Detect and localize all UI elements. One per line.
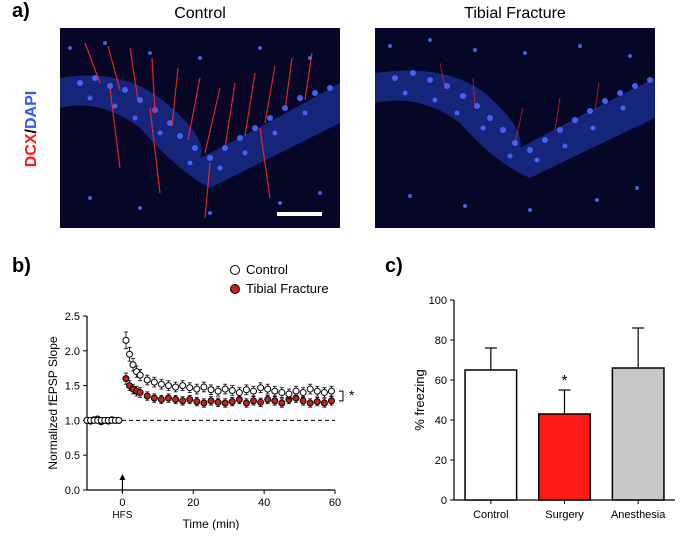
legend-row-control: Control — [230, 262, 329, 277]
svg-text:20: 20 — [435, 455, 447, 467]
svg-text:0: 0 — [119, 497, 125, 509]
panel-b-chart: 0.0 0.5 1.0 1.5 2.0 2.5 0 20 40 60 HFS * Time (min) N… — [45, 310, 355, 530]
svg-text:0.0: 0.0 — [65, 485, 80, 497]
svg-text:1.0: 1.0 — [65, 415, 80, 427]
scalebar — [277, 212, 322, 216]
panel-a-left-title: Control — [60, 5, 340, 23]
svg-text:Time (min): Time (min) — [183, 517, 240, 530]
svg-text:*: * — [561, 373, 567, 390]
svg-text:80: 80 — [435, 335, 447, 347]
svg-text:60: 60 — [435, 375, 447, 387]
panel-c-label: c) — [385, 255, 403, 278]
svg-text:40: 40 — [258, 497, 270, 509]
svg-text:Normalized fEPSP Slope: Normalized fEPSP Slope — [46, 336, 60, 470]
sep-text: / — [23, 129, 40, 133]
svg-text:Control: Control — [473, 509, 508, 521]
dcx-text: DCX — [23, 133, 40, 167]
svg-text:2.5: 2.5 — [65, 311, 80, 323]
legend-label-control: Control — [246, 262, 288, 277]
svg-text:0: 0 — [441, 495, 447, 507]
panel-b-legend: Control Tibial Fracture — [230, 262, 329, 300]
svg-text:60: 60 — [329, 497, 341, 509]
svg-text:20: 20 — [187, 497, 199, 509]
micrograph-fracture — [375, 28, 655, 228]
dcx-dapi-label: DCX/DAPI — [23, 79, 41, 179]
legend-marker-fracture — [230, 284, 240, 294]
svg-text:HFS: HFS — [112, 510, 132, 521]
dapi-text: DAPI — [23, 91, 40, 129]
svg-text:*: * — [349, 387, 355, 403]
legend-row-fracture: Tibial Fracture — [230, 281, 329, 296]
svg-text:1.5: 1.5 — [65, 381, 80, 393]
panel-a-right-title: Tibial Fracture — [375, 5, 655, 23]
panel-c-chart: 0 20 40 60 80 100 Control * Surgery Anesthesia % f… — [410, 290, 685, 535]
legend-label-fracture: Tibial Fracture — [246, 281, 329, 296]
svg-text:100: 100 — [429, 295, 447, 307]
svg-text:40: 40 — [435, 415, 447, 427]
micrograph-control — [60, 28, 340, 228]
svg-text:0.5: 0.5 — [65, 450, 80, 462]
svg-text:2.0: 2.0 — [65, 346, 80, 358]
panel-b-label: b) — [12, 255, 31, 278]
svg-text:Anesthesia: Anesthesia — [611, 509, 666, 521]
svg-text:Surgery: Surgery — [545, 509, 584, 521]
svg-text:% freezing: % freezing — [412, 369, 427, 430]
panel-a-label: a) — [12, 0, 30, 23]
legend-marker-control — [230, 265, 240, 275]
